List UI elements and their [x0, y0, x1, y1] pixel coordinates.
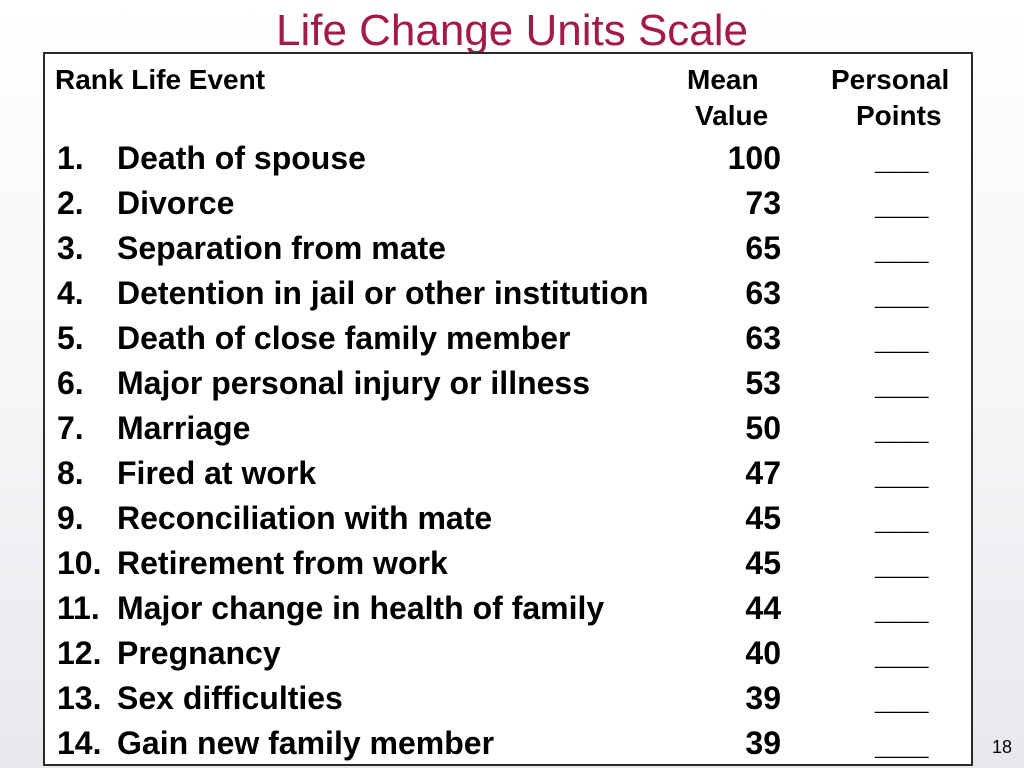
row-mean-value: 44	[745, 590, 781, 626]
row-event: Fired at work	[117, 455, 317, 491]
table-row: 6. Major personal injury or illness 53 ___	[55, 363, 965, 408]
row-rank: 14.	[57, 725, 102, 761]
row-mean-value: 40	[745, 635, 781, 671]
row-personal-points[interactable]: ___	[875, 140, 929, 176]
row-event: Divorce	[117, 185, 235, 221]
header-points: Points	[856, 100, 942, 131]
row-rank: 8.	[57, 455, 84, 491]
row-event: Gain new family member	[117, 725, 495, 761]
row-personal-points[interactable]: ___	[875, 455, 929, 491]
table-row: 9. Reconciliation with mate 45 ___	[55, 498, 965, 543]
row-rank: 13.	[57, 680, 102, 716]
table-row: 13. Sex difficulties 39 ___	[55, 678, 965, 723]
row-rank: 12.	[57, 635, 102, 671]
row-personal-points[interactable]: ___	[875, 545, 929, 581]
table-row: 3. Separation from mate 65 ___	[55, 228, 965, 273]
row-mean-value: 39	[745, 680, 781, 716]
row-mean-value: 73	[745, 185, 781, 221]
row-mean-value: 63	[745, 320, 781, 356]
row-rank: 2.	[57, 185, 84, 221]
row-rank: 1.	[57, 140, 84, 176]
row-personal-points[interactable]: ___	[875, 680, 929, 716]
table-row: 2. Divorce 73 ___	[55, 183, 965, 228]
slide-title: Life Change Units Scale	[275, 6, 749, 55]
row-personal-points[interactable]: ___	[875, 590, 929, 626]
row-mean-value: 63	[745, 275, 781, 311]
table-row: 12. Pregnancy 40 ___	[55, 633, 965, 678]
table-row: 11. Major change in health of family 44 ___	[55, 588, 965, 633]
row-personal-points[interactable]: ___	[875, 320, 929, 356]
row-personal-points[interactable]: ___	[875, 185, 929, 221]
row-rank: 4.	[57, 275, 84, 311]
row-personal-points[interactable]: ___	[875, 635, 929, 671]
row-event: Separation from mate	[117, 230, 446, 266]
row-mean-value: 100	[727, 140, 781, 176]
header-rank-event: Rank Life Event	[55, 64, 266, 95]
row-mean-value: 47	[745, 455, 781, 491]
table-row: 7. Marriage 50 ___	[55, 408, 965, 453]
row-rank: 6.	[57, 365, 84, 401]
row-mean-value: 65	[745, 230, 781, 266]
row-event: Marriage	[117, 410, 251, 446]
header-personal: Personal	[831, 64, 950, 95]
row-rank: 11.	[57, 590, 100, 626]
table-row: 8. Fired at work 47 ___	[55, 453, 965, 498]
table-row: 10. Retirement from work 45 ___	[55, 543, 965, 588]
row-personal-points[interactable]: ___	[875, 410, 929, 446]
table-row: 1. Death of spouse 100 ___	[55, 138, 965, 183]
row-personal-points[interactable]: ___	[875, 230, 929, 266]
row-event: Major personal injury or illness	[117, 365, 591, 401]
row-mean-value: 45	[745, 545, 781, 581]
row-mean-value: 39	[745, 725, 781, 761]
row-rank: 3.	[57, 230, 84, 266]
row-rank: 5.	[57, 320, 84, 356]
row-event: Detention in jail or other institution	[117, 275, 649, 311]
header-value: Value	[695, 100, 769, 131]
row-personal-points[interactable]: ___	[875, 275, 929, 311]
row-mean-value: 45	[745, 500, 781, 536]
table-row: 5. Death of close family member 63 ___	[55, 318, 965, 363]
row-rank: 7.	[57, 410, 84, 446]
table-body: 1. Death of spouse 100 ___ 2. Divorce 73 ___ 3. S…	[55, 138, 965, 768]
row-personal-points[interactable]: ___	[875, 365, 929, 401]
page-number: 18	[991, 737, 1012, 757]
row-mean-value: 53	[745, 365, 781, 401]
row-event: Sex difficulties	[117, 680, 343, 716]
row-event: Major change in health of family	[117, 590, 605, 626]
row-rank: 9.	[57, 500, 84, 536]
life-events-table: Rank Life Event Mean Value Personal Poin…	[43, 52, 973, 766]
row-personal-points[interactable]: ___	[875, 500, 929, 536]
table-row: 14. Gain new family member 39 ___	[55, 723, 965, 768]
header-mean: Mean	[687, 64, 759, 95]
row-event: Death of close family member	[117, 320, 571, 356]
row-event: Reconciliation with mate	[117, 500, 493, 536]
row-personal-points[interactable]: ___	[875, 725, 929, 761]
row-mean-value: 50	[745, 410, 781, 446]
row-event: Death of spouse	[117, 140, 366, 176]
row-event: Retirement from work	[117, 545, 448, 581]
row-event: Pregnancy	[117, 635, 281, 671]
row-rank: 10.	[57, 545, 102, 581]
table-row: 4. Detention in jail or other institution…	[55, 273, 965, 318]
